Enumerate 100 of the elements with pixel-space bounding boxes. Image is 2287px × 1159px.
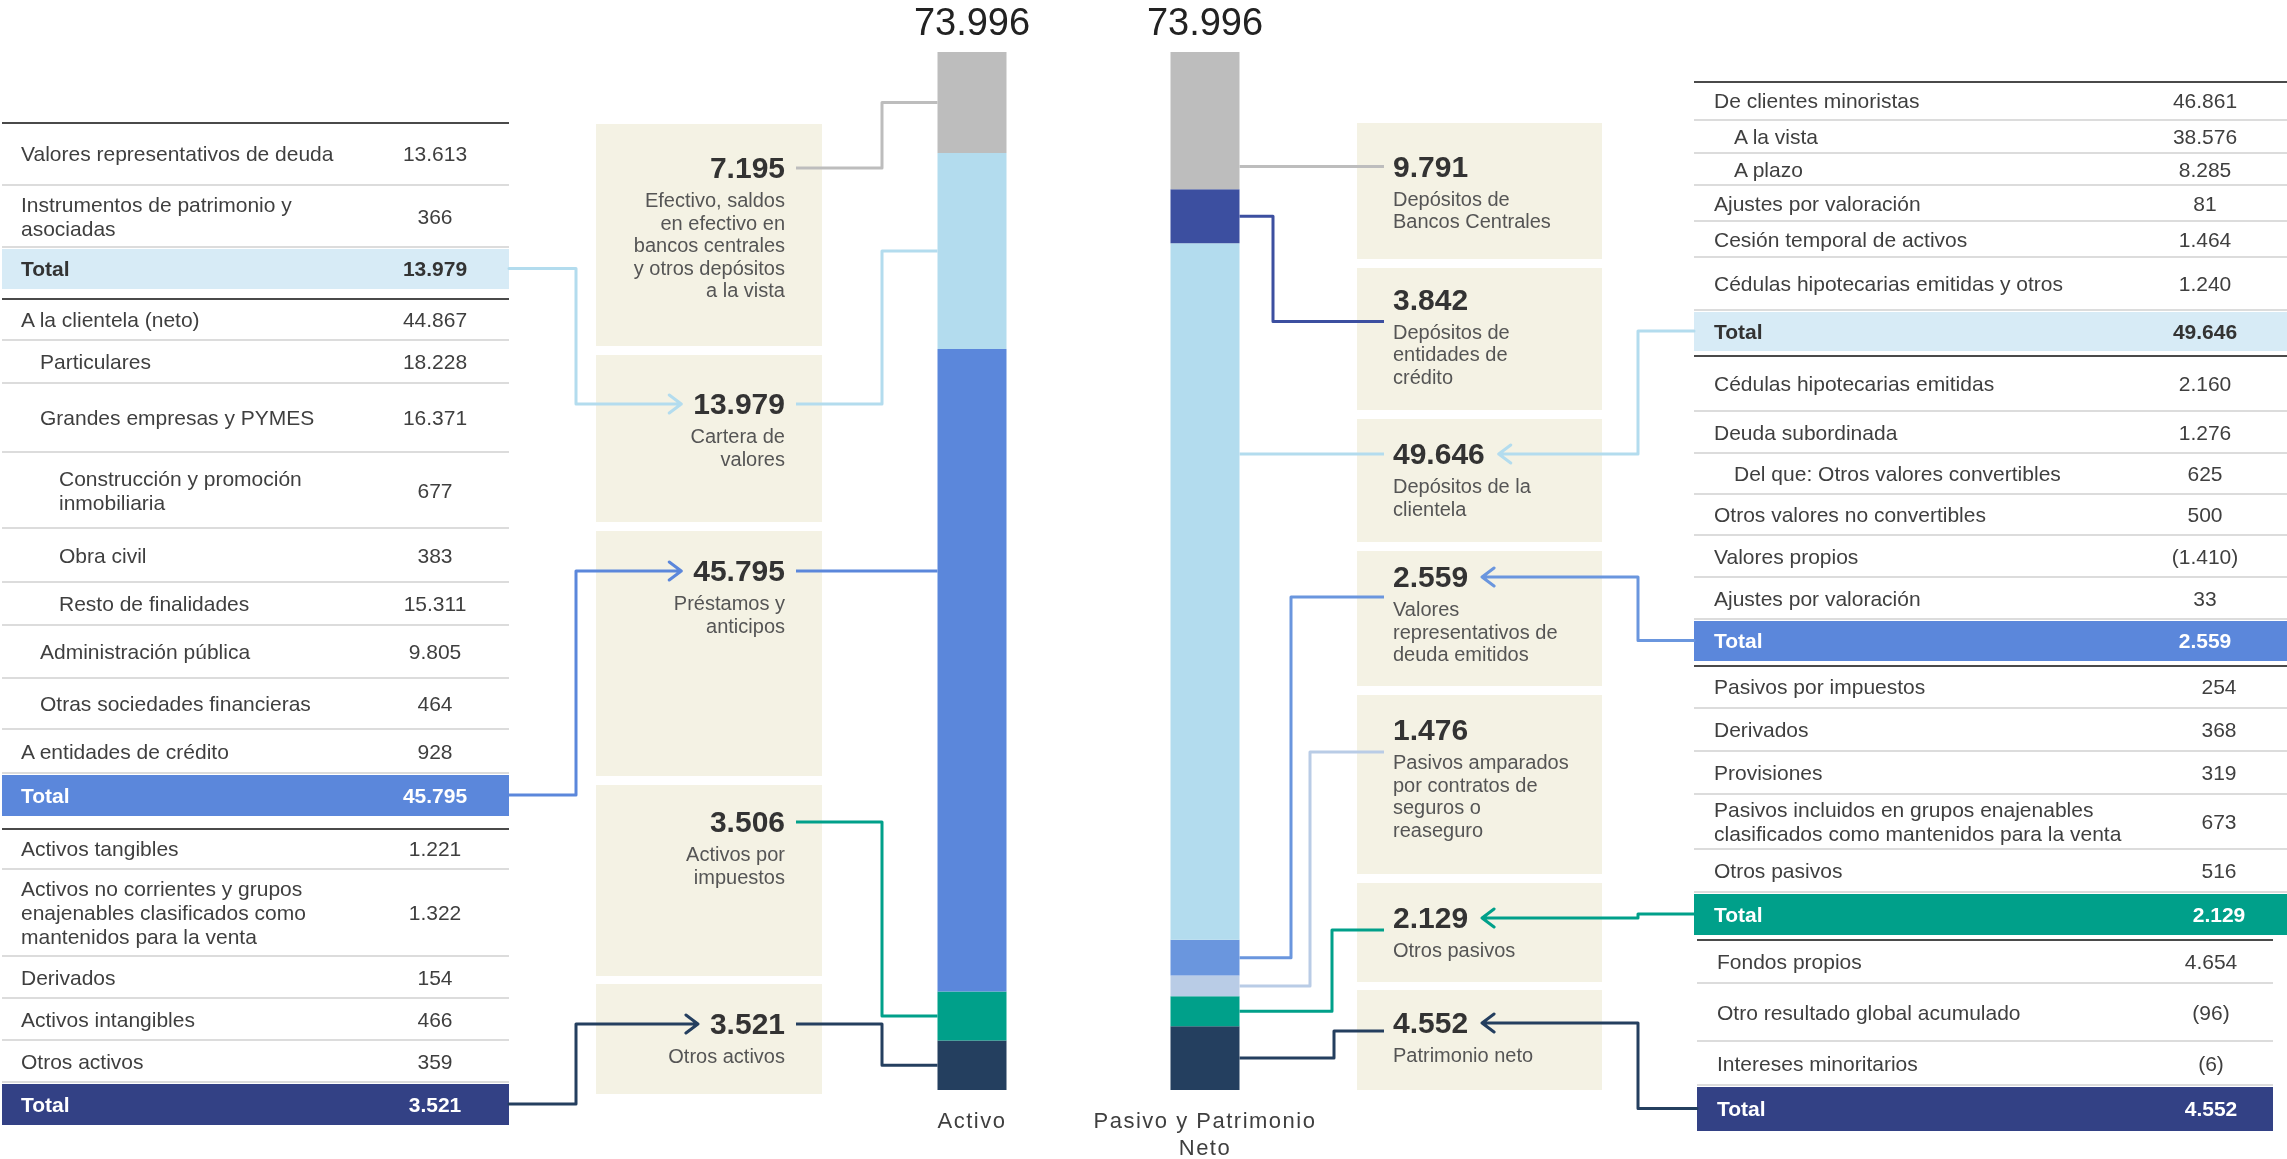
text: 1.464: [2178, 227, 2232, 252]
data-label: 45.795: [692, 554, 785, 588]
text: 16.371: [402, 406, 468, 430]
text: Valores representativos de deuda: [21, 142, 334, 166]
text: 44.867: [402, 307, 468, 332]
label-card: 2.559 Valores representativos de deuda emitidos: [1357, 551, 1602, 686]
text: Otro resultado global acumulado: [1717, 1000, 2021, 1025]
text: 154: [417, 965, 453, 990]
text: 8.285: [2178, 157, 2232, 182]
text: 2.160: [2178, 371, 2232, 396]
total-label: 73.996: [1146, 1, 1264, 43]
text: Particulares: [40, 350, 151, 374]
data-label: 13.979: [692, 387, 785, 421]
x-tick-label: Pasivo y Patrimonio Neto: [1093, 1108, 1317, 1159]
text: 928: [417, 739, 453, 764]
text: Otros activos: [21, 1049, 144, 1074]
label-card: 3.521 Otros activos: [596, 984, 822, 1094]
data-label: 2.559: [1393, 560, 1470, 594]
text: Administración pública: [40, 640, 251, 664]
text: Total: [1717, 1097, 1766, 1121]
data-label: 4.552: [1393, 1006, 1470, 1040]
label-card: 2.129 Otros pasivos: [1357, 883, 1602, 982]
text: Total: [1714, 629, 1763, 653]
text: Ajustes por valoración: [1714, 586, 1921, 611]
text: Total: [21, 1092, 70, 1117]
text: 319: [2201, 761, 2237, 785]
text: Derivados: [1714, 718, 1809, 742]
text: Fondos propios: [1717, 949, 1862, 974]
text: Otros valores no convertibles: [1714, 503, 1986, 527]
label-card: 45.795 Préstamos y anticipos: [596, 531, 822, 776]
text: A entidades de crédito: [21, 739, 229, 764]
text: 2.129: [2192, 902, 2246, 927]
text: Activos tangibles: [21, 837, 179, 861]
text: Ajustes por valoración: [1714, 191, 1921, 216]
text: 466: [417, 1007, 453, 1032]
text: 45.795: [402, 783, 468, 808]
data-label: 2.129: [1393, 901, 1470, 935]
label-card: 3.506 Activos por impuestos: [596, 785, 822, 976]
text: 15.311: [403, 592, 467, 616]
text: 38.576: [2172, 125, 2238, 149]
text: Total: [1714, 319, 1763, 344]
text: A la clientela (neto): [21, 307, 200, 332]
data-label: 3.506: [708, 805, 785, 839]
text: 516: [2201, 859, 2237, 883]
text: (96): [2192, 1000, 2230, 1025]
text: 49.646: [2172, 319, 2238, 344]
text: A la vista: [1734, 125, 1819, 149]
text: Otras sociedades financieras: [40, 692, 311, 716]
data-label: 1.476: [1393, 713, 1470, 747]
text: Total: [21, 257, 70, 281]
text: Cesión temporal de activos: [1714, 227, 1968, 252]
text: 366: [417, 204, 453, 229]
text: Cédulas hipotecarias emitidas y otros: [1714, 272, 2064, 296]
text: 464: [417, 692, 453, 716]
text: 383: [417, 543, 453, 568]
text: Pasivos incluidos en grupos enajenables clasificados como mantenidos para la venta: [1714, 798, 2123, 846]
text: 4.552: [2184, 1097, 2238, 1121]
text: 33: [2193, 586, 2217, 611]
text: Construcción y promoción inmobiliaria: [59, 466, 303, 515]
text: Valores propios: [1714, 544, 1859, 569]
text: Obra civil: [59, 543, 147, 568]
text: Activos intangibles: [21, 1007, 195, 1032]
x-tick-label: Activo: [937, 1108, 1007, 1133]
text: Grandes empresas y PYMES: [40, 406, 315, 430]
text: 673: [2201, 810, 2237, 834]
text: 13.613: [402, 142, 468, 166]
text: 1.322: [408, 901, 462, 925]
text: Total: [1714, 902, 1763, 927]
text: 359: [417, 1049, 453, 1074]
text: Instrumentos de patrimonio y asociadas: [21, 192, 293, 241]
data-label: 49.646: [1393, 437, 1486, 471]
text: 677: [417, 478, 453, 503]
text: Del que: Otros valores convertibles: [1734, 462, 2061, 486]
text: 2.559: [2178, 629, 2232, 653]
text: Resto de finalidades: [59, 592, 250, 616]
text: Deuda subordinada: [1714, 420, 1898, 445]
text: 1.221: [408, 837, 462, 861]
label-card: 4.552 Patrimonio neto: [1357, 990, 1602, 1090]
text: (1.410): [2171, 544, 2239, 569]
text: A plazo: [1734, 157, 1803, 182]
text: Total: [21, 783, 70, 808]
text: 18.228: [402, 350, 468, 374]
text: Activos no corrientes y grupos enajenables clasificados como mantenidos para la venta: [21, 877, 307, 949]
text: 1.276: [2178, 420, 2232, 445]
text: 81: [2193, 191, 2217, 216]
label-card: 7.195 Efectivo, saldos en efectivo en bancos centrales y otros depósitos a la vista: [596, 124, 822, 346]
text: 4.654: [2184, 949, 2238, 974]
text: (6): [2198, 1051, 2224, 1076]
text: Intereses minoritarios: [1717, 1051, 1918, 1076]
text: De clientes minoristas: [1714, 89, 1920, 113]
label-card: 9.791 Depósitos de Bancos Centrales: [1357, 123, 1602, 259]
text: Otros pasivos: [1714, 859, 1843, 883]
label-card: 49.646 Depósitos de la clientela: [1357, 419, 1602, 542]
total-label: 73.996: [913, 1, 1031, 43]
text: 254: [2201, 675, 2237, 699]
text: Pasivos por impuestos: [1714, 675, 1926, 699]
text: Derivados: [21, 965, 116, 990]
text: Cédulas hipotecarias emitidas: [1714, 371, 1995, 396]
text: 368: [2201, 718, 2237, 742]
data-label: 9.791: [1393, 149, 1470, 184]
